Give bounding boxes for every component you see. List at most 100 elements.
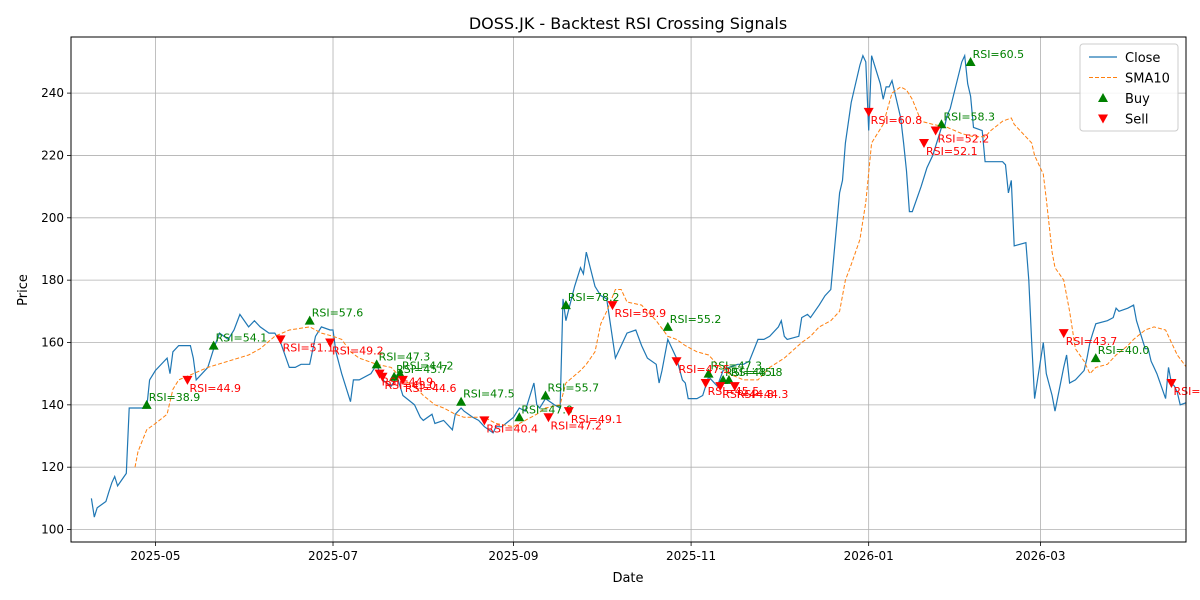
sell-marker (729, 382, 740, 392)
legend-label: Buy (1125, 92, 1150, 107)
buy-marker (456, 396, 467, 406)
buy-label: RSI=45.7 (396, 363, 448, 376)
sell-label: RSI=51.1 (283, 341, 335, 354)
buy-marker (936, 119, 947, 129)
grid (71, 37, 1186, 542)
legend-item: Buy (1098, 92, 1150, 107)
buy-marker (141, 399, 152, 409)
sell-label: RSI=43.0 (385, 379, 437, 392)
sell-label: RSI=52.1 (926, 145, 978, 158)
legend-sell-marker (1098, 114, 1108, 124)
buy-marker (394, 368, 405, 378)
buy-marker (304, 315, 315, 325)
y-tick-label: 200 (41, 211, 64, 225)
x-axis-title: Date (612, 571, 643, 586)
legend-item: Close (1089, 51, 1160, 66)
sell-label: RSI=47.5 (679, 363, 731, 376)
buy-label: RSI=47.3 (711, 360, 763, 373)
buy-label: RSI=47.0 (521, 403, 573, 416)
y-tick-label: 180 (41, 273, 64, 287)
sell-marker (563, 407, 574, 417)
sell-marker (863, 107, 874, 117)
buy-marker (208, 340, 219, 350)
plot-area: RSI=38.9RSI=54.1RSI=57.6RSI=47.3RSI=45.7… (90, 48, 1200, 518)
buy-label: RSI=54.1 (216, 332, 268, 345)
sell-marker (275, 335, 286, 345)
buy-label: RSI=40.0 (1098, 344, 1150, 357)
buy-label: RSI=47.3 (379, 350, 431, 363)
y-tick-label: 240 (41, 86, 64, 100)
sell-label: RSI=44.5 (1173, 385, 1200, 398)
buy-marker (1090, 353, 1101, 363)
legend-buy-marker (1098, 93, 1108, 102)
x-tick-label: 2025-05 (130, 549, 180, 563)
y-axis-title: Price (16, 274, 31, 306)
sell-label: RSI=44.3 (737, 388, 789, 401)
buy-marker (540, 390, 551, 400)
x-tick-label: 2025-11 (666, 549, 716, 563)
buy-marker (560, 300, 571, 310)
axis-ticks: 2025-05 2025-07 2025-09 2025-11 2026-01 2026-… (41, 86, 1065, 563)
buy-label: RSI=48.1 (725, 366, 777, 379)
sell-marker (397, 375, 408, 385)
x-tick-label: 2026-01 (844, 549, 894, 563)
sell-label: RSI=49.1 (571, 413, 623, 426)
sell-label: RSI=43.7 (1066, 335, 1118, 348)
buy-marker (514, 412, 525, 422)
buy-label: RSI=60.5 (973, 48, 1025, 61)
chart-title: DOSS.JK - Backtest RSI Crossing Signals (469, 14, 787, 33)
sell-marker (700, 379, 711, 389)
legend-item: Sell (1098, 113, 1148, 128)
sell-marker (1166, 379, 1177, 389)
buy-label: RSI=58.3 (943, 110, 995, 123)
sell-marker (607, 301, 618, 311)
buy-label: RSI=55.7 (548, 381, 600, 394)
legend-box (1079, 43, 1179, 132)
legend-label: Close (1125, 51, 1160, 66)
buy-label: RSI=47.5 (463, 388, 515, 401)
buy-marker (965, 56, 976, 66)
close-series-line (90, 53, 1186, 518)
legend-label: Sell (1125, 113, 1148, 128)
sell-label: RSI=47.2 (550, 419, 602, 432)
sell-marker (182, 375, 193, 385)
sell-label: RSI=44.9 (382, 376, 434, 389)
y-tick-label: 220 (41, 148, 64, 162)
buy-label: RSI=44.2 (402, 360, 454, 373)
buy-marker (371, 359, 382, 369)
sell-marker (930, 126, 941, 136)
sell-marker (479, 416, 490, 426)
buy-marker (723, 374, 734, 384)
y-tick-label: 160 (41, 335, 64, 349)
buy-label: RSI=45.8 (731, 366, 783, 379)
buy-marker (389, 371, 400, 381)
y-tick-label: 140 (41, 398, 64, 412)
buy-label: RSI=38.9 (149, 391, 201, 404)
sell-label: RSI=60.8 (871, 114, 923, 127)
buy-label: RSI=57.6 (312, 307, 364, 320)
sell-label: RSI=49.2 (332, 344, 384, 357)
buy-label: RSI=55.2 (670, 313, 722, 326)
signals: RSI=38.9RSI=54.1RSI=57.6RSI=47.3RSI=45.7… (141, 48, 1200, 435)
buy-marker (703, 368, 714, 378)
y-tick-label: 100 (41, 523, 64, 537)
sell-marker (377, 372, 388, 382)
legend-label: SMA10 (1125, 72, 1170, 87)
sell-label: RSI=59.9 (614, 307, 666, 320)
x-tick-label: 2026-03 (1015, 549, 1065, 563)
buy-label: RSI=78.2 (568, 291, 620, 304)
sell-marker (325, 338, 336, 348)
sell-label: RSI=44.8 (722, 388, 774, 401)
sell-label: RSI=40.4 (486, 422, 538, 435)
sell-marker (1058, 329, 1069, 339)
sell-label: RSI=44.6 (405, 382, 457, 395)
legend-item: SMA10 (1089, 72, 1170, 87)
y-tick-label: 120 (41, 460, 64, 474)
sma10-series-line (134, 86, 1186, 468)
sell-label: RSI=44.9 (189, 382, 241, 395)
x-tick-label: 2025-07 (308, 549, 358, 563)
x-tick-label: 2025-09 (488, 549, 538, 563)
sell-marker (543, 413, 554, 423)
sell-marker (715, 382, 726, 392)
